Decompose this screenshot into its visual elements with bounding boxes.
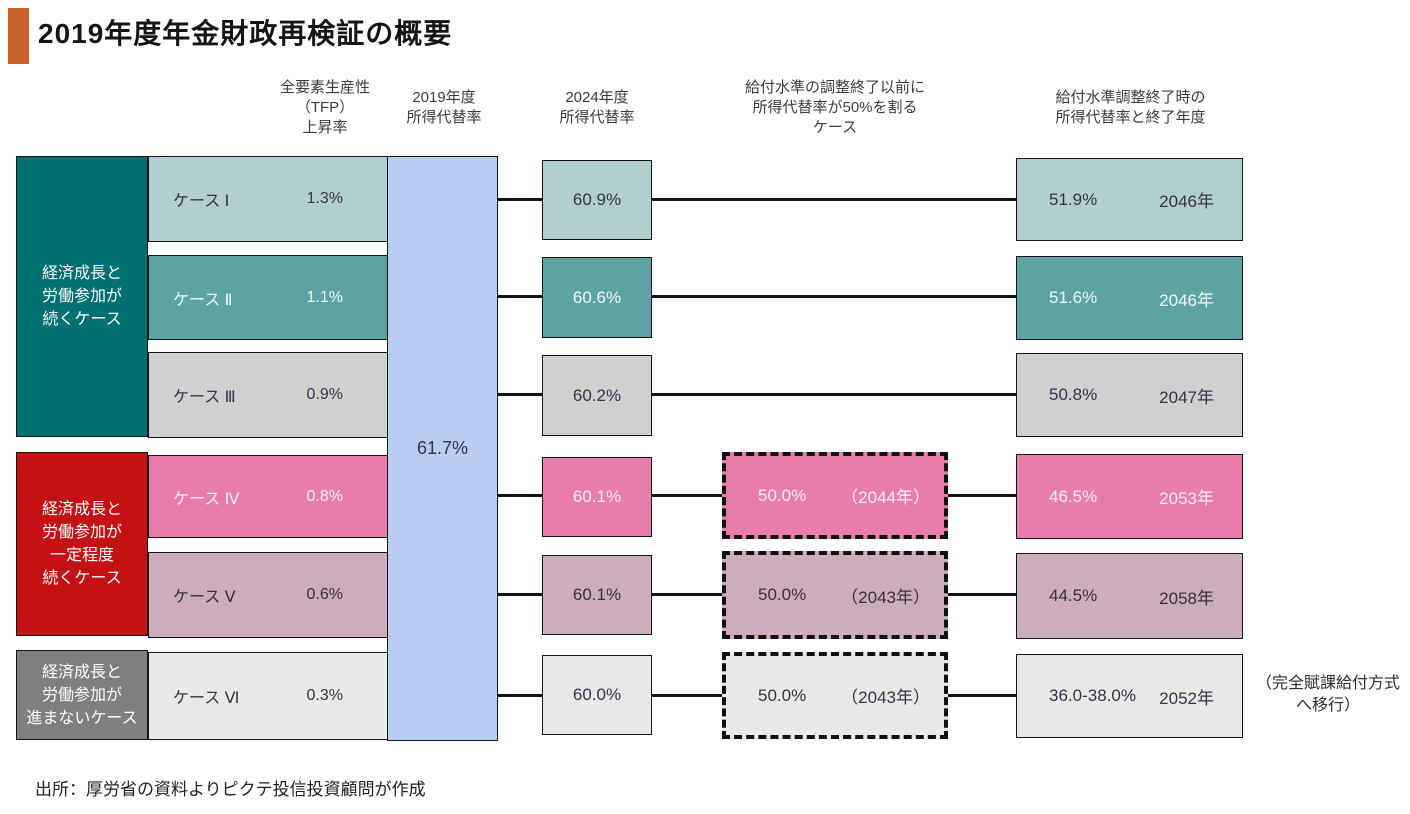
connector-line xyxy=(498,295,542,298)
final-box-4: 46.5% 2053年 xyxy=(1016,454,1243,539)
final-year-6: 2052年 xyxy=(1159,688,1214,708)
connector-line xyxy=(498,494,542,497)
below50-rate-6: 50.0% xyxy=(758,685,807,705)
final-year-4: 2053年 xyxy=(1159,489,1214,508)
below50-rate-5: 50.0% xyxy=(758,585,807,604)
final-rate-5: 44.5% xyxy=(1049,586,1098,605)
case-row-1: ケース Ⅰ 1.3% xyxy=(148,156,388,242)
final-rate-1: 51.9% xyxy=(1049,189,1098,209)
final-year-1: 2046年 xyxy=(1159,192,1214,211)
title-accent-bar xyxy=(8,8,29,64)
column-header-2019-rate: 2019年度 所得代替率 xyxy=(406,89,482,126)
connector-line xyxy=(652,494,722,497)
final-box-3: 50.8% 2047年 xyxy=(1016,353,1243,437)
connector-line xyxy=(652,593,722,596)
column-header-below50: 給付水準の調整終了以前に 所得代替率が50%を割る ケース xyxy=(744,79,925,136)
connector-line xyxy=(652,694,722,697)
connector-line xyxy=(948,593,1016,596)
case-label-2: ケース Ⅱ xyxy=(173,291,233,309)
final-box-6: 36.0-38.0% 2052年 xyxy=(1016,654,1243,738)
group-growth-continues: 経済成長と 労働参加が 続くケース xyxy=(16,156,148,437)
tfp-value-4: 0.8% xyxy=(306,487,343,505)
case-row-4: ケース Ⅳ 0.8% xyxy=(148,455,388,538)
final-year-2: 2046年 xyxy=(1159,290,1214,310)
tfp-value-1: 1.3% xyxy=(306,190,343,207)
source-attribution: 出所：厚労省の資料よりピクテ投信投資顧問が作成 xyxy=(35,780,426,799)
connector-line xyxy=(498,694,542,697)
connector-line xyxy=(498,393,542,396)
column-header-2024-rate: 2024年度 所得代替率 xyxy=(559,89,635,126)
connector-line xyxy=(652,295,1016,298)
connector-line xyxy=(652,198,1016,201)
rate-2024-value-1: 60.9% xyxy=(572,190,622,209)
below50-year-6: （2043年） xyxy=(841,688,930,707)
tfp-value-3: 0.9% xyxy=(306,386,343,403)
case-label-5: ケース Ⅴ xyxy=(173,589,236,606)
final-box-5: 44.5% 2058年 xyxy=(1016,553,1243,639)
tfp-value-5: 0.6% xyxy=(306,586,343,603)
tfp-value-2: 1.1% xyxy=(306,288,343,306)
below50-rate-4: 50.0% xyxy=(758,485,807,505)
case-row-2: ケース Ⅱ 1.1% xyxy=(148,255,388,340)
final-rate-2: 51.6% xyxy=(1049,288,1098,307)
final-year-5: 2058年 xyxy=(1159,588,1214,608)
full-pay-as-you-go-note: （完全賦課給付方式 へ移行） xyxy=(1255,675,1400,714)
group-growth-partial: 経済成長と 労働参加が 一定程度 続くケース xyxy=(16,452,148,636)
case-label-4: ケース Ⅳ xyxy=(173,490,240,508)
final-box-2: 51.6% 2046年 xyxy=(1016,256,1243,340)
rate-2024-value-6: 60.0% xyxy=(572,685,622,704)
rate-2024-value-2: 60.6% xyxy=(572,287,622,307)
rate-2024-value-4: 60.1% xyxy=(572,487,622,506)
case-row-5: ケース Ⅴ 0.6% xyxy=(148,552,388,638)
final-year-3: 2047年 xyxy=(1159,387,1214,407)
connector-line xyxy=(498,593,542,596)
connector-line xyxy=(948,494,1016,497)
rate-2024-box-3: 60.2% xyxy=(542,355,652,436)
connector-line xyxy=(948,694,1016,697)
below50-box-6: 50.0% （2043年） xyxy=(722,652,948,739)
group-growth-stagnant: 経済成長と 労働参加が 進まないケース xyxy=(16,650,148,740)
column-header-tfp: 全要素生産性 （TFP） 上昇率 xyxy=(279,79,370,136)
case-row-6: ケース Ⅵ 0.3% xyxy=(148,652,388,740)
rate-2024-box-6: 60.0% xyxy=(542,655,652,735)
connector-line xyxy=(498,198,542,201)
below50-year-4: （2044年） xyxy=(841,488,930,507)
rate-2024-value-5: 60.1% xyxy=(572,585,622,604)
connector-line xyxy=(652,393,1016,396)
rate-2024-box-2: 60.6% xyxy=(542,257,652,338)
case-label-1: ケース Ⅰ xyxy=(173,193,230,210)
rate-2024-box-1: 60.9% xyxy=(542,160,652,240)
tfp-value-6: 0.3% xyxy=(306,687,343,704)
rate-2024-box-5: 60.1% xyxy=(542,555,652,635)
below50-box-5: 50.0% （2043年） xyxy=(722,551,948,639)
case-label-3: ケース Ⅲ xyxy=(173,389,236,406)
final-rate-3: 50.8% xyxy=(1049,385,1098,404)
rate-2024-box-4: 60.1% xyxy=(542,457,652,537)
rate-2024-value-3: 60.2% xyxy=(572,385,622,405)
rate-2019-value: 61.7% xyxy=(416,438,469,458)
below50-year-5: （2043年） xyxy=(841,587,930,607)
case-label-6: ケース Ⅵ xyxy=(173,690,240,707)
final-box-1: 51.9% 2046年 xyxy=(1016,158,1243,241)
page-title: 2019年度年金財政再検証の概要 xyxy=(38,18,453,49)
column-header-final: 給付水準調整終了時の 所得代替率と終了年度 xyxy=(1055,89,1206,126)
below50-box-4: 50.0% （2044年） xyxy=(722,452,948,539)
final-rate-4: 46.5% xyxy=(1049,486,1098,506)
case-row-3: ケース Ⅲ 0.9% xyxy=(148,352,388,438)
column-2019-rate-box: 61.7% xyxy=(387,156,498,741)
final-rate-6: 36.0-38.0% xyxy=(1049,686,1136,705)
